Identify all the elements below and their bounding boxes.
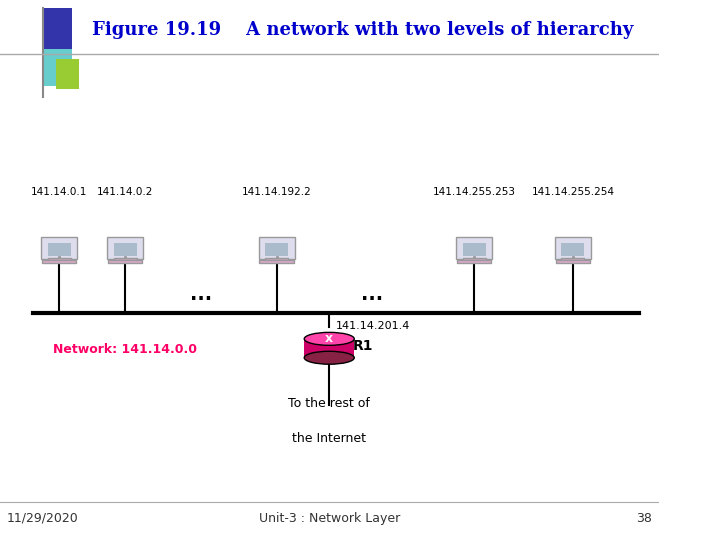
FancyBboxPatch shape [555, 237, 591, 259]
FancyBboxPatch shape [56, 59, 79, 89]
Ellipse shape [305, 332, 354, 346]
FancyBboxPatch shape [562, 258, 585, 260]
FancyBboxPatch shape [114, 258, 137, 260]
FancyBboxPatch shape [48, 243, 71, 256]
FancyBboxPatch shape [259, 260, 294, 264]
Text: 141.14.0.1: 141.14.0.1 [31, 187, 87, 197]
Text: 141.14.255.254: 141.14.255.254 [531, 187, 614, 197]
FancyBboxPatch shape [48, 258, 71, 260]
FancyBboxPatch shape [41, 237, 77, 259]
FancyBboxPatch shape [107, 237, 143, 259]
Text: ...: ... [361, 285, 383, 304]
FancyBboxPatch shape [42, 260, 76, 264]
FancyBboxPatch shape [258, 237, 294, 259]
FancyBboxPatch shape [556, 260, 590, 264]
FancyBboxPatch shape [114, 243, 137, 256]
Text: 141.14.255.253: 141.14.255.253 [433, 187, 516, 197]
FancyBboxPatch shape [456, 237, 492, 259]
Text: R1: R1 [352, 339, 373, 353]
Text: 11/29/2020: 11/29/2020 [6, 512, 78, 525]
FancyBboxPatch shape [108, 260, 143, 264]
Text: Figure 19.19    A network with two levels of hierarchy: Figure 19.19 A network with two levels o… [92, 21, 634, 39]
FancyBboxPatch shape [42, 8, 73, 49]
Ellipse shape [305, 352, 354, 365]
Text: Unit-3 : Network Layer: Unit-3 : Network Layer [258, 512, 400, 525]
FancyBboxPatch shape [462, 258, 486, 260]
Text: 141.14.192.2: 141.14.192.2 [242, 187, 312, 197]
FancyBboxPatch shape [305, 339, 354, 358]
Text: x: x [325, 332, 333, 346]
Text: 141.14.0.2: 141.14.0.2 [97, 187, 153, 197]
FancyBboxPatch shape [265, 258, 288, 260]
FancyBboxPatch shape [265, 243, 288, 256]
Text: To the rest of: To the rest of [288, 397, 370, 410]
Text: Network: 141.14.0.0: Network: 141.14.0.0 [53, 343, 197, 356]
Text: the Internet: the Internet [292, 432, 366, 445]
FancyBboxPatch shape [562, 243, 585, 256]
FancyBboxPatch shape [463, 243, 485, 256]
FancyBboxPatch shape [42, 49, 73, 86]
Text: ...: ... [190, 285, 212, 304]
FancyBboxPatch shape [457, 260, 491, 264]
Text: 141.14.201.4: 141.14.201.4 [336, 321, 410, 332]
Text: 38: 38 [636, 512, 652, 525]
